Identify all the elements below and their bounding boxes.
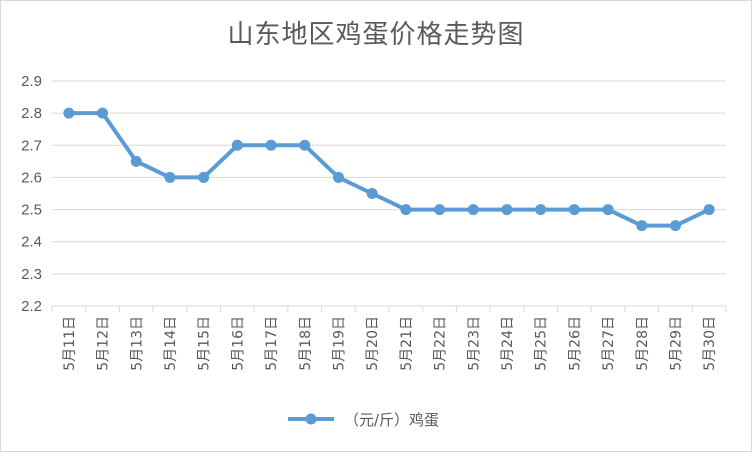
x-tick-label: 5月26日 bbox=[567, 316, 583, 371]
y-tick-label-2.9: 2.9 bbox=[21, 73, 42, 90]
x-tick-label: 5月14日 bbox=[163, 316, 179, 371]
x-tick-label: 5月28日 bbox=[635, 316, 651, 371]
data-point bbox=[164, 171, 176, 183]
x-tick-label: 5月22日 bbox=[433, 316, 449, 371]
x-tick-label: 5月20日 bbox=[365, 316, 381, 371]
data-point bbox=[501, 204, 513, 216]
data-point bbox=[63, 107, 75, 119]
data-point bbox=[130, 155, 142, 167]
x-tick-label: 5月21日 bbox=[399, 316, 415, 371]
y-tick-label-2.5: 2.5 bbox=[21, 202, 42, 219]
x-tick-label: 5月23日 bbox=[466, 316, 482, 371]
data-point bbox=[400, 204, 412, 216]
data-point bbox=[669, 220, 681, 232]
data-point bbox=[97, 107, 109, 119]
data-point bbox=[703, 204, 715, 216]
x-tick-label: 5月17日 bbox=[264, 316, 280, 371]
data-point bbox=[467, 204, 479, 216]
x-tick-label: 5月25日 bbox=[534, 316, 550, 371]
data-point bbox=[602, 204, 614, 216]
data-point bbox=[568, 204, 580, 216]
data-point bbox=[366, 188, 378, 199]
data-point bbox=[231, 139, 243, 151]
series-line-0 bbox=[66, 111, 712, 228]
x-tick-label: 5月24日 bbox=[500, 316, 516, 371]
data-point bbox=[265, 139, 277, 151]
x-tick-label: 5月13日 bbox=[129, 316, 145, 371]
data-point bbox=[332, 171, 344, 183]
data-point bbox=[198, 171, 210, 183]
legend-label: （元/斤）鸡蛋 bbox=[344, 411, 439, 429]
legend-marker bbox=[305, 413, 317, 425]
y-tick-label-2.3: 2.3 bbox=[21, 266, 42, 283]
x-tick-label: 5月12日 bbox=[96, 316, 112, 371]
x-tick-label: 5月29日 bbox=[668, 316, 684, 371]
y-tick-label-2.7: 2.7 bbox=[21, 137, 42, 154]
y-tick-label-2.8: 2.8 bbox=[21, 105, 42, 122]
x-tick-label: 5月19日 bbox=[331, 316, 347, 371]
data-point bbox=[434, 204, 446, 216]
x-tick-label: 5月11日 bbox=[62, 316, 78, 371]
x-tick-label: 5月18日 bbox=[298, 316, 314, 371]
x-tick-label: 5月16日 bbox=[230, 316, 246, 371]
data-point bbox=[535, 204, 547, 216]
x-tick-label: 5月30日 bbox=[702, 316, 718, 371]
y-tick-label-2.2: 2.2 bbox=[21, 298, 42, 315]
y-tick-label-2.4: 2.4 bbox=[21, 234, 42, 251]
data-point bbox=[636, 220, 648, 232]
y-tick-label-2.6: 2.6 bbox=[21, 169, 42, 186]
chart-title: 山东地区鸡蛋价格走势图 bbox=[227, 20, 525, 50]
data-point bbox=[299, 139, 311, 151]
x-tick-label: 5月27日 bbox=[601, 316, 617, 371]
x-tick-label: 5月15日 bbox=[197, 316, 213, 371]
